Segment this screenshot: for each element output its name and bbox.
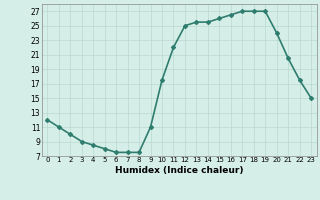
X-axis label: Humidex (Indice chaleur): Humidex (Indice chaleur) [115,166,244,175]
